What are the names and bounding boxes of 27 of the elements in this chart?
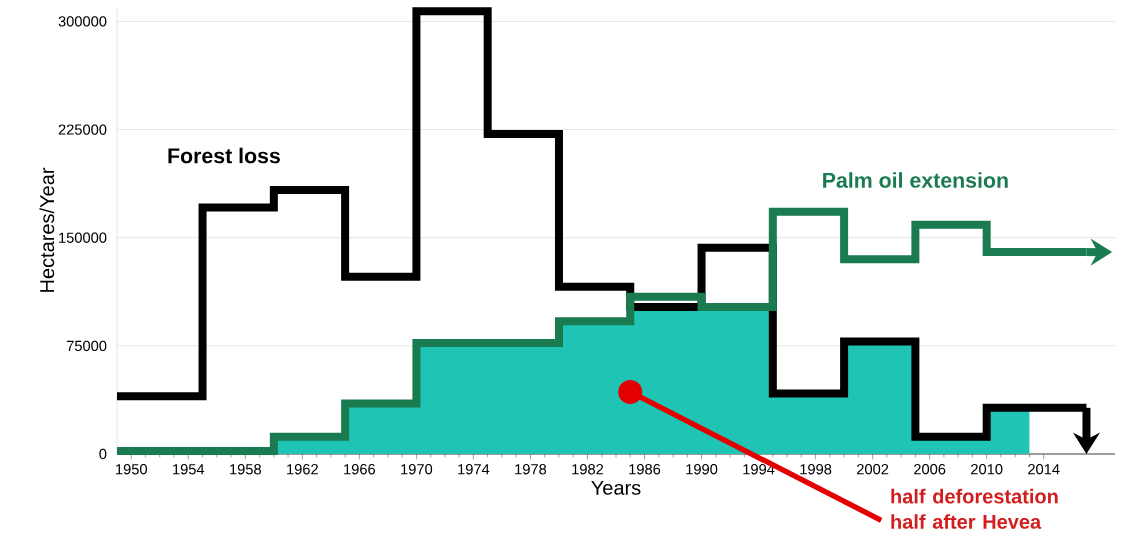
x-tick-label: 1978: [515, 464, 547, 475]
x-tick-label: 1966: [344, 464, 376, 475]
x-tick-label: 1962: [287, 464, 318, 475]
x-tick-label: 2010: [971, 464, 1003, 475]
y-tick-label: 0: [99, 448, 107, 460]
series-label: Palm oil extension: [823, 172, 1008, 188]
x-tick-label: 2006: [914, 464, 946, 475]
x-tick-label: 1950: [116, 464, 147, 475]
annotation: half deforestation half after Hevea: [891, 488, 1058, 529]
series-label: Forest loss: [168, 147, 280, 164]
x-tick-label: 1970: [401, 464, 433, 475]
y-tick-label: 300000: [58, 16, 107, 27]
x-tick-label: 1954: [173, 464, 205, 475]
x-tick-label: 1974: [458, 464, 490, 475]
x-tick-label: 1982: [572, 464, 604, 475]
x-tick-label: 1986: [629, 464, 661, 475]
x-tick-label: 2002: [857, 464, 889, 475]
x-tick-label: 2014: [1028, 464, 1060, 475]
x-tick-label: 1958: [230, 464, 261, 475]
y-tick-label: 225000: [58, 124, 107, 135]
x-axis-title: Years: [591, 480, 641, 495]
y-tick-label: 150000: [59, 232, 107, 243]
x-tick-label: 1990: [686, 464, 718, 475]
x-tick-label: 1998: [800, 464, 832, 475]
y-axis-title: Hectares/Year: [39, 167, 55, 292]
x-tick-label: 1994: [743, 464, 775, 475]
y-tick-label: 75000: [66, 340, 107, 352]
